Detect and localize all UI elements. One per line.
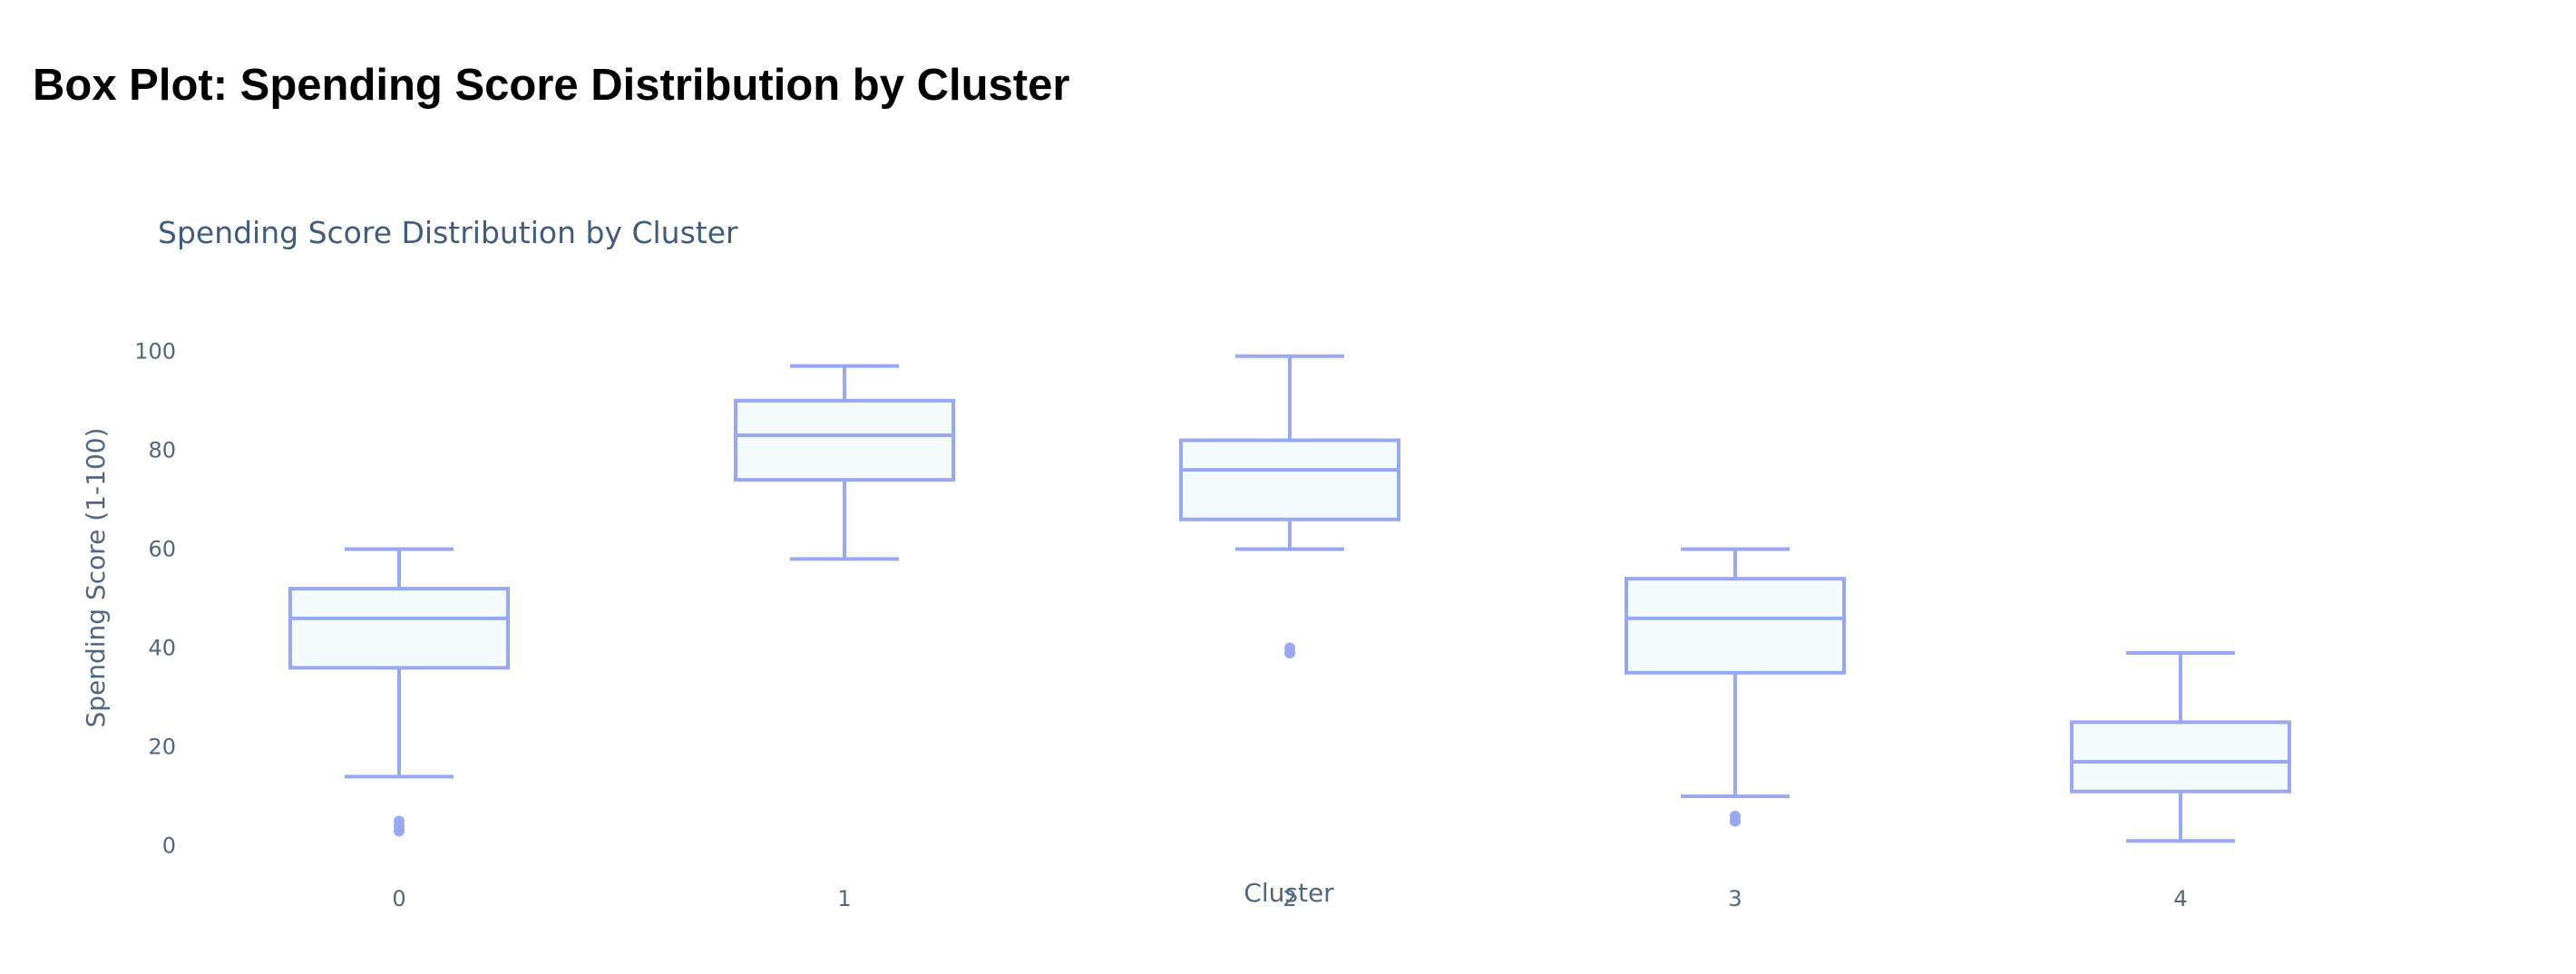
page-heading: Box Plot: Spending Score Distribution by…	[33, 61, 1070, 110]
box-series	[288, 354, 2291, 843]
y-tick-label: 100	[134, 338, 176, 364]
y-tick-label: 0	[162, 833, 176, 859]
y-tick-label: 80	[148, 437, 176, 463]
x-tick-label: 3	[1728, 886, 1742, 911]
x-tick-label: 4	[2173, 886, 2187, 911]
chart-title: Spending Score Distribution by Cluster	[158, 215, 738, 250]
box-body	[734, 398, 955, 482]
box-body	[1625, 577, 1846, 675]
y-axis-label: Spending Score (1-100)	[81, 427, 111, 727]
x-tick-label: 1	[837, 886, 851, 911]
box-cluster-1	[734, 364, 955, 561]
outlier-point	[1730, 811, 1741, 822]
x-axis-ticks: 0 1 2 3 4	[392, 886, 2187, 911]
box-plot-chart: Spending Score Distribution by Cluster 0…	[81, 215, 2291, 911]
box-cluster-2	[1179, 354, 1400, 658]
box-body	[1179, 438, 1400, 521]
y-axis-ticks: 0 20 40 60 80 100	[134, 338, 176, 858]
x-tick-label: 0	[392, 886, 405, 911]
outlier-point	[394, 815, 405, 827]
outlier-point	[1284, 642, 1295, 654]
box-cluster-4	[2070, 651, 2291, 843]
x-tick-label: 2	[1283, 886, 1296, 911]
box-cluster-0	[288, 547, 510, 837]
x-axis-label: Cluster	[1244, 878, 1334, 908]
y-tick-label: 20	[148, 735, 176, 760]
chart-container: Spending Score Distribution by Cluster 0…	[0, 163, 2576, 974]
box-cluster-3	[1625, 547, 1846, 827]
y-tick-label: 40	[148, 636, 176, 661]
box-body	[2070, 720, 2291, 794]
box-body	[288, 587, 510, 670]
y-tick-label: 60	[148, 536, 176, 561]
